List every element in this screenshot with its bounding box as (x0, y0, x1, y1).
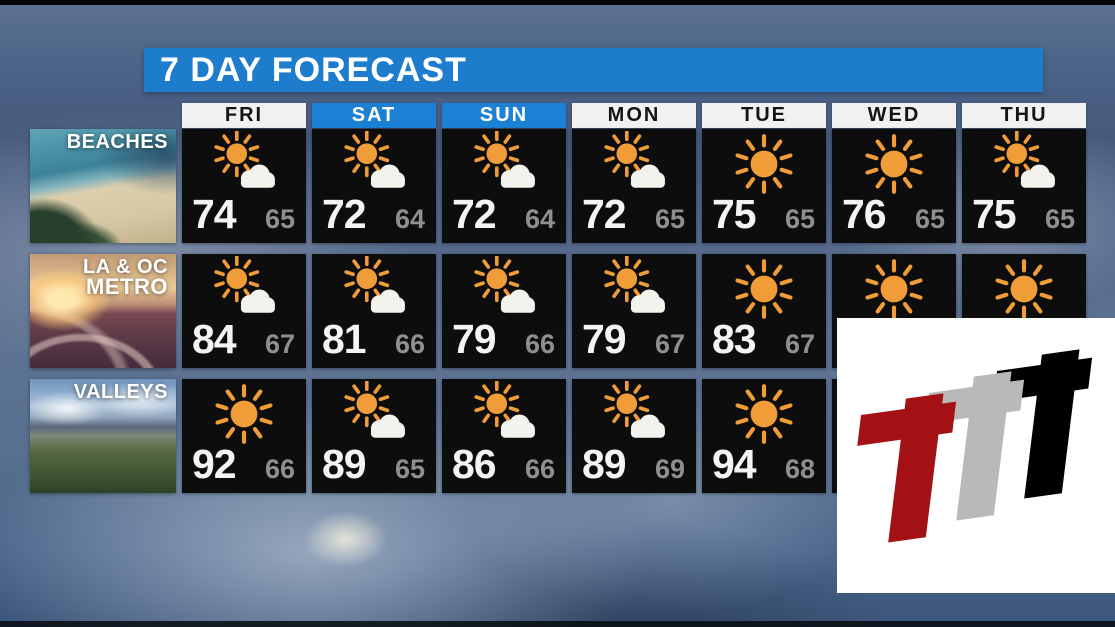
day-label: WED (867, 104, 921, 126)
weather-icon (211, 381, 277, 447)
day-header-sun: SUN (442, 103, 566, 128)
weather-icon (341, 256, 407, 322)
weather-icon (601, 381, 667, 447)
low-temp: 65 (914, 204, 945, 234)
weather-icon (991, 131, 1057, 197)
cell-beaches-mon: 72 65 (572, 129, 696, 243)
title-banner: 7 DAY FORECAST (144, 48, 1043, 92)
day-header-mon: MON (572, 103, 696, 128)
low-temp: 65 (784, 204, 815, 234)
cell-valleys-sat: 89 65 (312, 379, 436, 493)
low-temp: 65 (1044, 204, 1075, 234)
low-temp: 65 (394, 454, 425, 484)
day-label: TUE (741, 104, 787, 126)
high-temp: 94 (712, 441, 757, 487)
cell-metro-tue: 83 67 (702, 254, 826, 368)
cell-beaches-wed: 76 65 (832, 129, 956, 243)
high-temp: 79 (452, 316, 497, 362)
cell-beaches-fri: 74 65 (182, 129, 306, 243)
day-header-tue: TUE (702, 103, 826, 128)
weather-icon (211, 256, 277, 322)
low-temp: 64 (524, 204, 555, 234)
low-temp: 69 (654, 454, 685, 484)
cell-beaches-tue: 75 65 (702, 129, 826, 243)
high-temp: 72 (452, 191, 497, 237)
weather-icon (341, 131, 407, 197)
weather-icon (731, 256, 797, 322)
weather-icon (471, 256, 537, 322)
cell-beaches-thu: 75 65 (962, 129, 1086, 243)
region-label-la-oc-metro: LA & OC METRO (83, 256, 168, 299)
weather-icon (601, 256, 667, 322)
day-label: MON (607, 104, 661, 126)
cell-valleys-mon: 89 69 (572, 379, 696, 493)
low-temp: 67 (654, 329, 685, 359)
high-temp: 79 (582, 316, 627, 362)
high-temp: 86 (452, 441, 497, 487)
high-temp: 84 (192, 316, 237, 362)
top-letterbox-bar (0, 0, 1115, 5)
station-logo (837, 318, 1115, 593)
region-label-beaches: BEACHES (66, 131, 168, 153)
low-temp: 66 (394, 329, 425, 359)
day-header-wed: WED (832, 103, 956, 128)
low-temp: 68 (784, 454, 815, 484)
weather-icon (731, 131, 797, 197)
high-temp: 76 (842, 191, 887, 237)
low-temp: 65 (654, 204, 685, 234)
day-header-thu: THU (962, 103, 1086, 128)
cell-metro-sat: 81 66 (312, 254, 436, 368)
logo-letter-t-red-icon (845, 391, 958, 548)
region-label-line1: LA & OC (83, 256, 168, 278)
weather-icon (211, 131, 277, 197)
cell-beaches-sun: 72 64 (442, 129, 566, 243)
region-photo-la-oc-metro: LA & OC METRO (30, 254, 176, 368)
day-header-fri: FRI (182, 103, 306, 128)
weather-icon (471, 131, 537, 197)
cell-metro-fri: 84 67 (182, 254, 306, 368)
day-label: SAT (351, 104, 397, 126)
low-temp: 64 (394, 204, 425, 234)
low-temp: 67 (784, 329, 815, 359)
weather-icon (731, 381, 797, 447)
low-temp: 66 (524, 329, 555, 359)
weather-icon (861, 131, 927, 197)
weather-icon (471, 381, 537, 447)
low-temp: 66 (264, 454, 295, 484)
low-temp: 67 (264, 329, 295, 359)
day-label: THU (1000, 104, 1048, 126)
page-title: 7 DAY FORECAST (160, 51, 467, 89)
cell-valleys-sun: 86 66 (442, 379, 566, 493)
high-temp: 75 (712, 191, 757, 237)
cell-metro-sun: 79 66 (442, 254, 566, 368)
high-temp: 92 (192, 441, 237, 487)
day-label: FRI (224, 104, 264, 126)
high-temp: 74 (192, 191, 237, 237)
day-header-sat: SAT (312, 103, 436, 128)
high-temp: 83 (712, 316, 757, 362)
region-label-line2: METRO (86, 274, 168, 299)
weather-icon (601, 131, 667, 197)
low-temp: 65 (264, 204, 295, 234)
high-temp: 75 (972, 191, 1017, 237)
high-temp: 81 (322, 316, 367, 362)
bottom-letterbox-bar (0, 621, 1115, 627)
high-temp: 72 (582, 191, 627, 237)
weather-icon (861, 256, 927, 322)
cell-beaches-sat: 72 64 (312, 129, 436, 243)
weather-icon (341, 381, 407, 447)
high-temp: 89 (582, 441, 627, 487)
cell-valleys-tue: 94 68 (702, 379, 826, 493)
cell-valleys-fri: 92 66 (182, 379, 306, 493)
low-temp: 66 (524, 454, 555, 484)
day-label: SUN (479, 104, 529, 126)
cell-metro-mon: 79 67 (572, 254, 696, 368)
region-photo-valleys: VALLEYS (30, 379, 176, 493)
region-label-valleys: VALLEYS (73, 381, 168, 403)
weather-icon (991, 256, 1057, 322)
region-photo-beaches: BEACHES (30, 129, 176, 243)
high-temp: 89 (322, 441, 367, 487)
high-temp: 72 (322, 191, 367, 237)
